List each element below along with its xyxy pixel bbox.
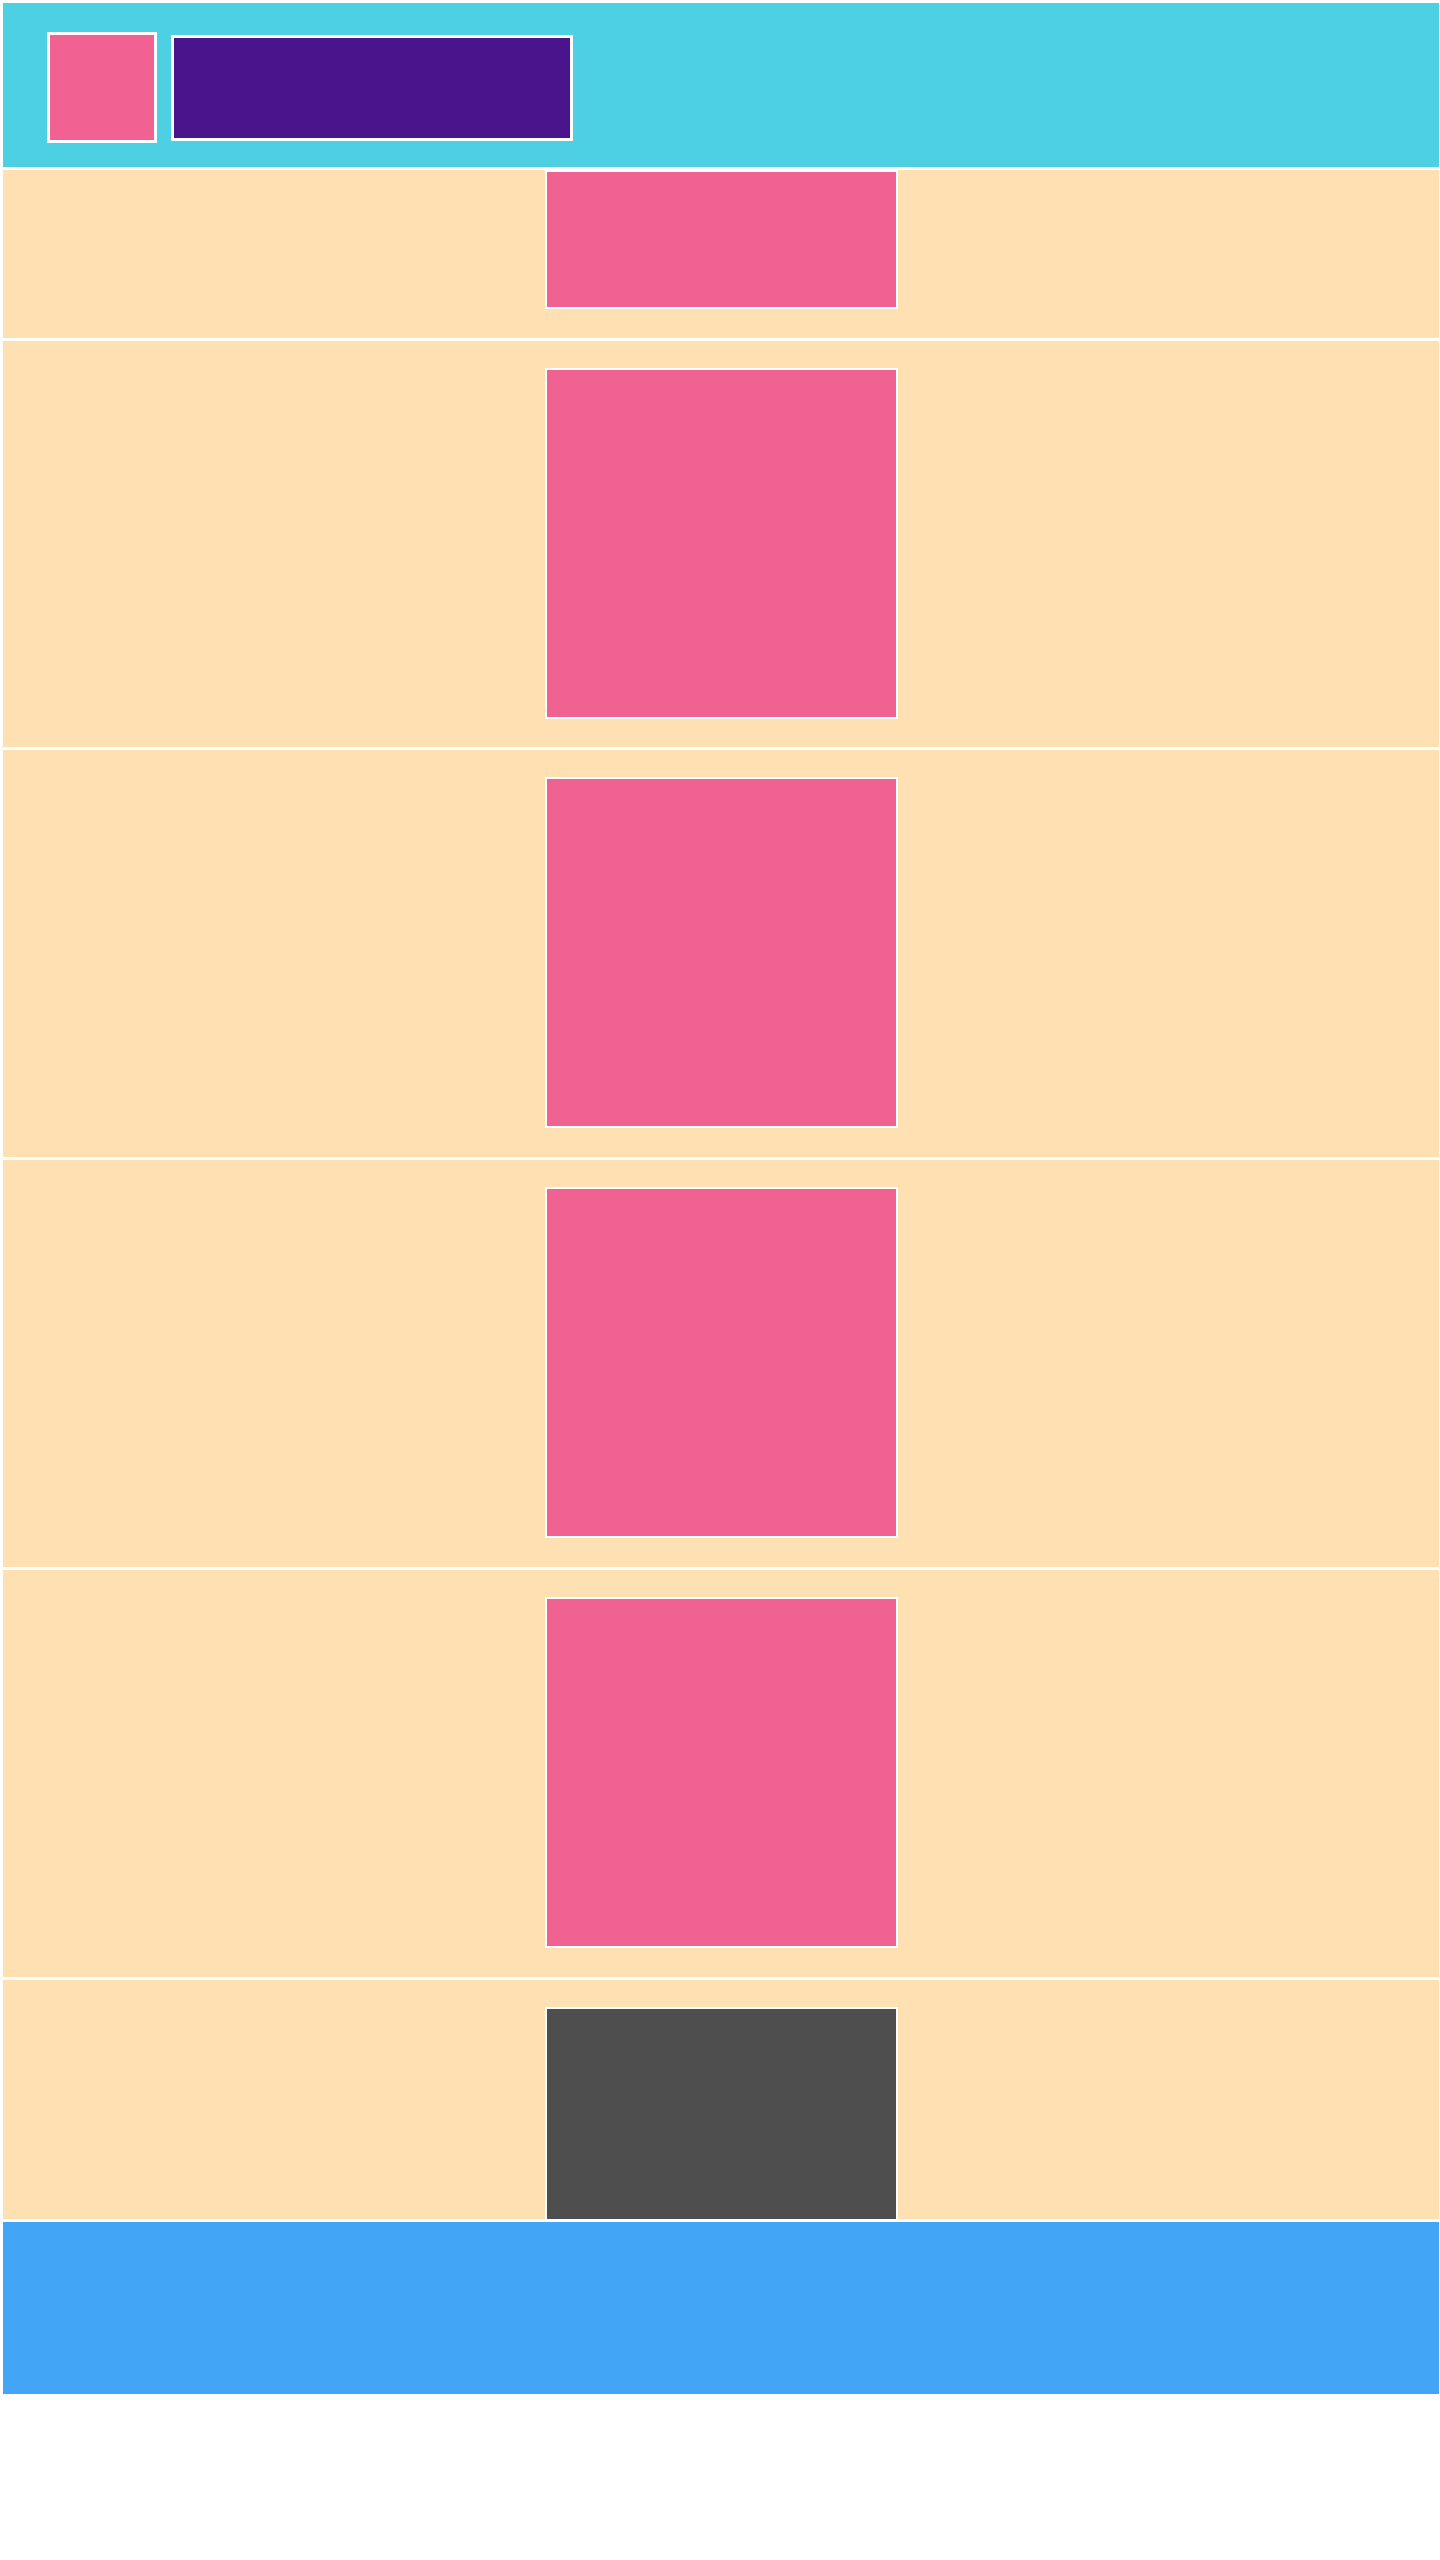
- content-tile-6[interactable]: [545, 2007, 898, 2219]
- footer: [3, 2222, 1439, 2394]
- content-section-5: [3, 1570, 1439, 1977]
- logo-icon[interactable]: [47, 32, 157, 143]
- content-tile-4[interactable]: [545, 1187, 898, 1538]
- content-section-3: [3, 750, 1439, 1157]
- content-tile-2[interactable]: [545, 368, 898, 719]
- header-title-bar[interactable]: [171, 35, 573, 141]
- content-section-4: [3, 1160, 1439, 1567]
- content-section-6: [3, 1980, 1439, 2219]
- content-section-2: [3, 341, 1439, 747]
- content-section-1: [3, 170, 1439, 338]
- content-tile-5[interactable]: [545, 1597, 898, 1948]
- content-tile-1[interactable]: [545, 170, 898, 309]
- content-tile-3[interactable]: [545, 777, 898, 1128]
- header: [3, 3, 1439, 167]
